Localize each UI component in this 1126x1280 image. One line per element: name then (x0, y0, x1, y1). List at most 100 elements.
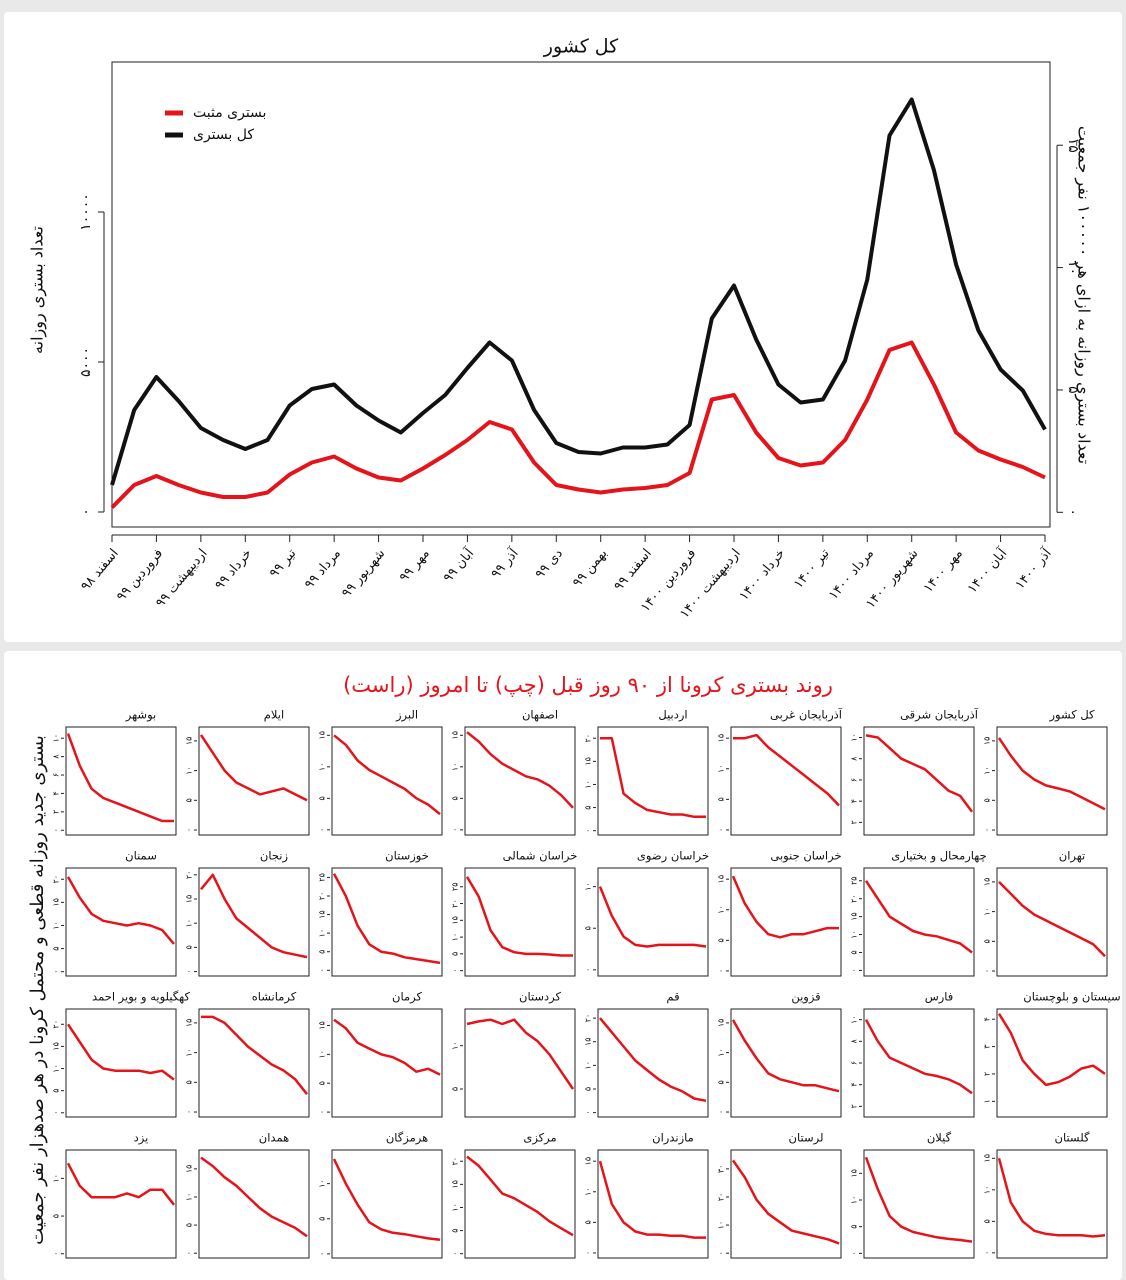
mini-y-tick-label: ۵ (185, 1080, 194, 1084)
mini-y-tick-label: ۱۰ (318, 763, 327, 772)
y-tick-label: ۵۰۰۰ (78, 347, 94, 377)
mini-line (199, 734, 308, 802)
mini-y-tick-label: ۵ (318, 1081, 327, 1085)
mini-y-tick-label: ۱۰ (850, 930, 859, 939)
mini-frame (65, 867, 177, 977)
mini-y-tick-label: ۰ (318, 828, 327, 832)
mini-y-tick-label: ۱۰ (52, 1064, 61, 1073)
mini-y-tick-label: ۱۵ (185, 895, 194, 904)
mini-y-tick-label: ۵ (850, 1225, 859, 1229)
mini-frame (65, 1008, 177, 1118)
trend-title: روند بستری کرونا از ۹۰ روز قبل (چپ) تا ا… (343, 673, 833, 697)
mini-title: خوزستان (385, 849, 429, 864)
mini-y-tick-label: ۱۵ (717, 875, 726, 884)
mini-frame (65, 726, 177, 836)
mini-title: کهگیلویه و بویر احمد (92, 990, 190, 1005)
mini-y-tick-label: ۱۰ (584, 882, 593, 891)
mini-line (864, 1156, 973, 1243)
mini-title: همدان (259, 1131, 289, 1145)
mini-y-tick-label: ۵ (717, 797, 726, 801)
mini-frame (198, 867, 310, 977)
mini-y-tick-label: ۱۰ (52, 1174, 61, 1183)
mini-y-tick-label: ۱۵ (318, 731, 327, 740)
mini-frame (996, 726, 1108, 836)
mini-y-tick-label: ۰ (850, 968, 859, 972)
mini-y-tick-label: ۱۰ (451, 1041, 460, 1050)
mini-y-tick-label: ۱۵ (584, 1157, 593, 1166)
mini-frame (996, 1008, 1108, 1118)
mini-y-tick-label: ۵ (318, 796, 327, 800)
mini-y-tick-label: ۱۰ (52, 734, 61, 743)
mini-title: کردستان (519, 990, 562, 1005)
mini-line (66, 733, 174, 823)
mini-frame (996, 1149, 1108, 1259)
mini-y-tick-label: ۰ (717, 1110, 726, 1114)
mini-title: البرز (395, 708, 418, 723)
mini-y-tick-label: ۰ (52, 970, 61, 974)
mini-y-tick-label: ۱۵ (318, 910, 327, 919)
mini-y-tick-label: ۱۵ (983, 878, 992, 887)
mini-y-tick-label: ۴ (52, 791, 61, 795)
mini-title: تهران (1059, 849, 1086, 864)
mini-y-tick-label: ۵ (584, 805, 593, 809)
line-series (110, 340, 1046, 509)
mini-y-tick-label: ۰ (318, 1110, 327, 1114)
mini-y-tick-label: ۵ (52, 946, 61, 950)
mini-line (731, 875, 839, 939)
mini-y-tick-label: ۴ (850, 1083, 859, 1087)
mini-title: اصفهان (522, 708, 558, 722)
mini-y-tick-label: ۱۰ (983, 766, 992, 775)
mini-y-tick-label: ۲ (983, 1072, 992, 1076)
mini-y-tick-label: ۱۰ (185, 1193, 194, 1202)
mini-y-tick-label: ۰ (983, 1251, 992, 1255)
mini-y-tick-label: ۰ (52, 1111, 61, 1115)
mini-line (864, 880, 973, 954)
mini-y-tick-label: ۲۰ (52, 875, 61, 884)
mini-y-tick-label: ۱۰ (451, 1203, 460, 1212)
mini-y-tick-label: ۱۰ (451, 763, 460, 772)
mini-frame (730, 726, 842, 836)
mini-y-tick-label: ۰ (717, 828, 726, 832)
mini-y-tick-label: ۱۰ (584, 780, 593, 789)
mini-frame (464, 1008, 576, 1118)
legend-label: بستری مثبت (193, 105, 266, 121)
mini-frame (730, 867, 842, 977)
mini-frame (597, 726, 709, 836)
y-tick-label: ۱۰۰۰۰ (78, 193, 94, 231)
mini-y-tick-label: ۱۵ (52, 898, 61, 907)
mini-frame (863, 867, 975, 977)
mini-y-tick-label: ۰ (451, 968, 460, 972)
mini-title: کل کشور (1048, 708, 1095, 723)
mini-frame (331, 1008, 443, 1118)
mini-y-tick-label: ۱۰ (318, 929, 327, 938)
mini-y-tick-label: ۰ (717, 969, 726, 973)
mini-y-tick-label: ۲۰ (185, 871, 194, 880)
mini-y-tick-label: ۵ (318, 950, 327, 954)
mini-y-tick-label: ۱۵ (185, 1019, 194, 1028)
mini-title: سیستان و بلوچستان (1023, 990, 1120, 1005)
mini-y-tick-label: ۱۵ (451, 731, 460, 740)
mini-y-tick-label: ۳۰ (717, 1165, 726, 1174)
mini-y-tick-label: ۵ (52, 1089, 61, 1093)
mini-y-tick-label: ۰ (318, 968, 327, 972)
mini-y-tick-label: ۱۰ (52, 921, 61, 930)
mini-line (997, 1013, 1106, 1087)
line-series (110, 97, 1047, 486)
mini-title: آذربایجان غربی (770, 708, 843, 723)
mini-y-tick-label: ۶ (52, 773, 61, 777)
mini-y-tick-label: ۲۰ (318, 892, 327, 901)
mini-frame (597, 1008, 709, 1118)
mini-y-tick-label: ۲۵ (850, 876, 859, 885)
mini-frame (198, 726, 310, 836)
mini-y-tick-label: ۵ (451, 796, 460, 800)
mini-y-tick-label: ۱۵ (717, 734, 726, 743)
mini-y-tick-label: ۲۰ (717, 1193, 726, 1202)
mini-frame (464, 867, 576, 977)
mini-y-tick-label: ۱۵ (717, 1019, 726, 1028)
mini-y-tick-label: ۲۵ (451, 882, 460, 891)
mini-y-tick-label: ۱۰ (318, 1179, 327, 1188)
mini-y-tick-label: ۱۰ (983, 907, 992, 916)
mini-y-tick-label: ۱۵ (983, 737, 992, 746)
mini-title: بوشهر (125, 708, 156, 723)
